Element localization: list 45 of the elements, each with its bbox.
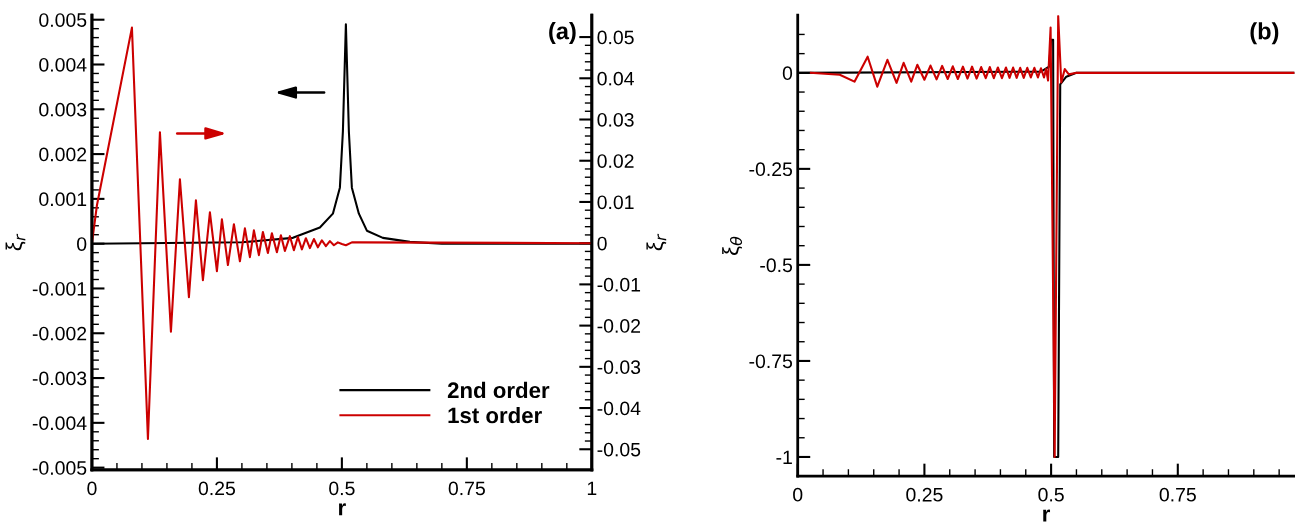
y-tick-label: -0.004 [32, 416, 87, 431]
y-axis-title: ξ$_{r}$ [5, 233, 26, 251]
y-tick-label: -0.003 [32, 371, 87, 386]
x-tick-label: 0 [87, 481, 97, 496]
y-tick-label: 0.005 [39, 13, 87, 27]
y-tick-label: -0.005 [32, 461, 87, 475]
y-tick-label: 0.002 [39, 147, 87, 162]
x-tick-label: 0.25 [198, 481, 236, 496]
y-axis-title: ξ$_{θ}$ [722, 236, 743, 255]
x-tick-label: 0.5 [329, 481, 355, 496]
y-tick-label: 0.004 [39, 57, 87, 72]
x-tick-label: 0.75 [1159, 487, 1196, 502]
y2-tick-label: -0.01 [597, 277, 641, 292]
y2-tick-label: -0.03 [597, 360, 641, 375]
y2-tick-label: 0.03 [597, 112, 634, 127]
x-tick-label: 1 [587, 481, 597, 496]
legend-label: 1st order [448, 406, 542, 424]
x-tick-label: 0.5 [1038, 487, 1064, 502]
x-tick-label: 0 [793, 487, 803, 502]
y2-tick-label: -0.05 [597, 442, 641, 457]
y2-axis-title: ξ$_{r}$ [646, 233, 667, 251]
x-tick-label: 0.25 [906, 487, 943, 502]
chart-title: (b) [1250, 22, 1279, 45]
y-tick-label: -1 [776, 450, 792, 465]
y-tick-label: 0.001 [39, 192, 87, 207]
chart-title: (a) [549, 22, 576, 45]
x-tick-label: 0.75 [448, 481, 485, 496]
y2-tick-label: 0.04 [597, 71, 634, 86]
y2-tick-label: -0.02 [597, 319, 641, 333]
y-tick-label: -0.002 [32, 326, 87, 341]
y-tick-label: -0.25 [749, 162, 793, 177]
y2-tick-label: -0.04 [597, 401, 641, 416]
y-tick-label: -0.75 [749, 354, 793, 369]
y-tick-label: -0.001 [32, 281, 87, 296]
y-tick-label: 0.003 [39, 102, 87, 117]
y2-tick-label: 0.02 [597, 154, 634, 168]
y2-tick-label: 0.01 [597, 195, 634, 210]
y2-tick-label: 0 [597, 236, 607, 251]
y-tick-label: 0 [782, 66, 793, 81]
y2-tick-label: 0.05 [597, 30, 634, 45]
y-tick-label: 0 [77, 237, 87, 251]
x-axis-title: r [1043, 509, 1051, 522]
x-axis-title: r [339, 503, 346, 516]
legend-label: 2nd order [447, 381, 550, 399]
y-tick-label: -0.5 [760, 258, 793, 273]
